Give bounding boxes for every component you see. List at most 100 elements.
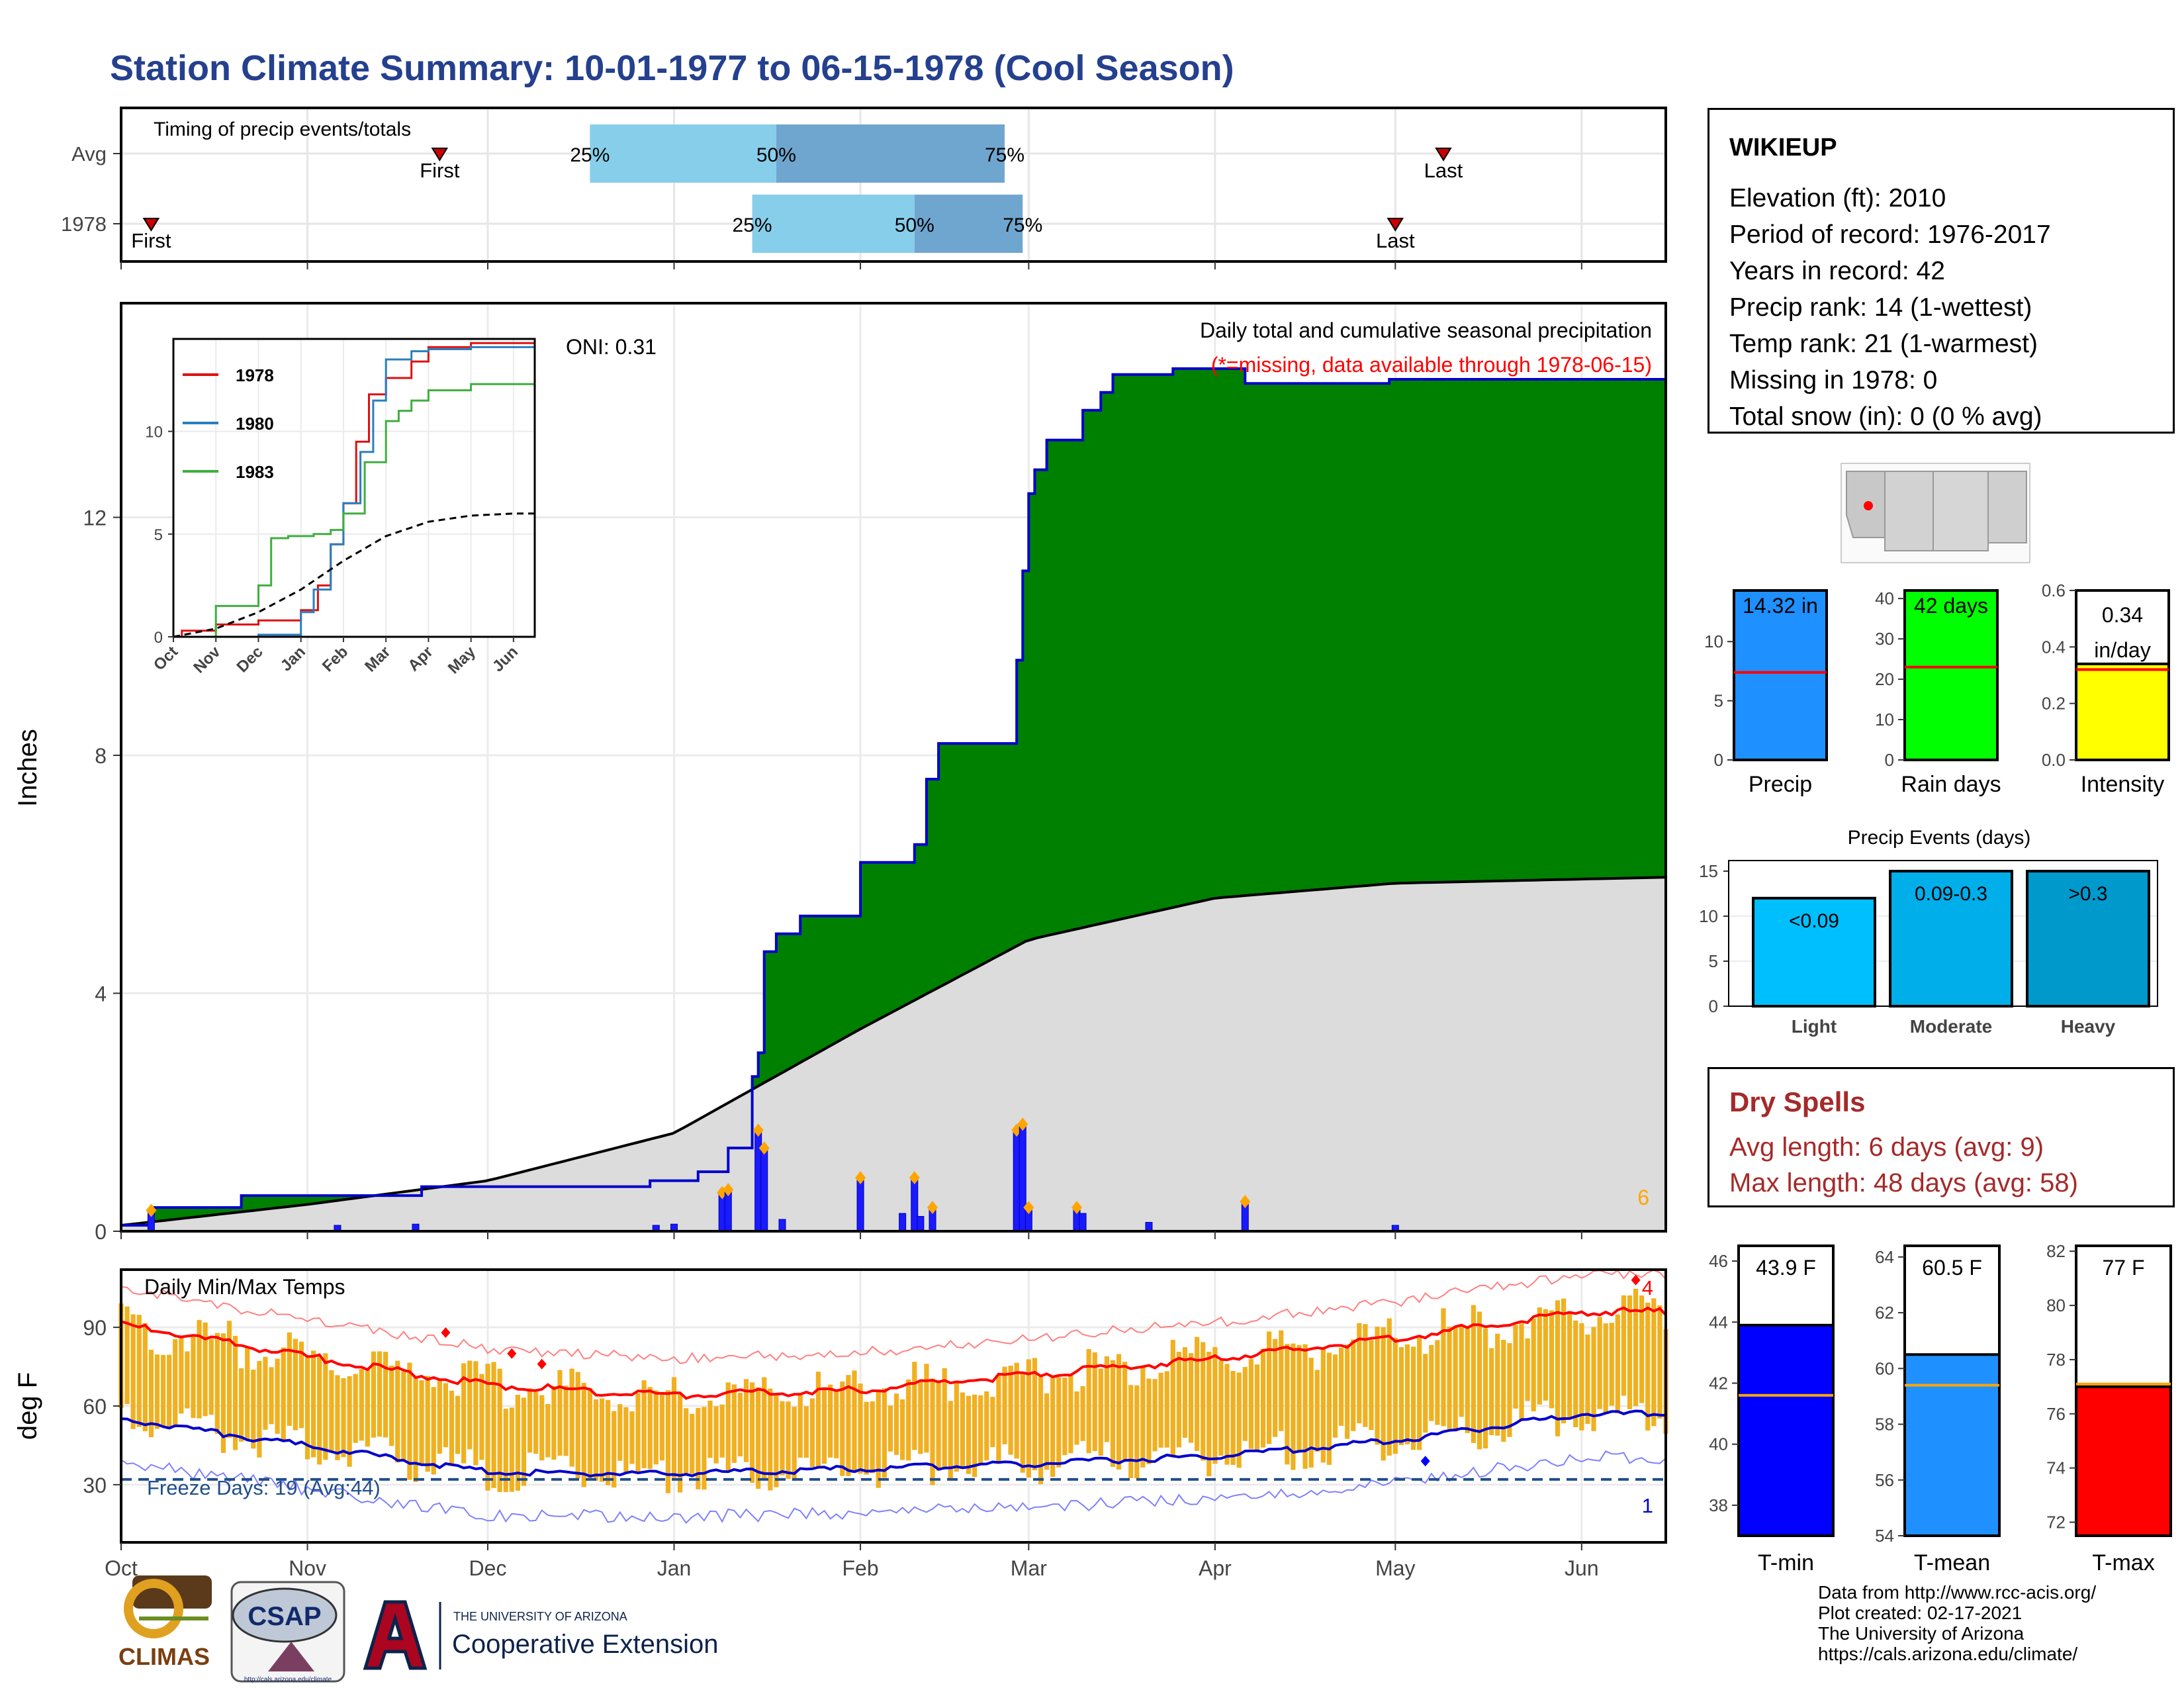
events-category-label: Light	[1792, 1016, 1837, 1037]
daily-precip-bar	[1019, 1123, 1026, 1232]
daily-precip-bar	[1145, 1222, 1153, 1232]
daily-temp-bar	[1338, 1347, 1344, 1426]
temp-bar-value	[2075, 1385, 2172, 1538]
daily-temp-bar	[497, 1368, 502, 1493]
events-y-tick-label: 0	[1709, 996, 1718, 1016]
csap-logo-cloud	[232, 1587, 338, 1643]
daily-temp-bar	[419, 1380, 424, 1464]
station-missing: Missing in 1978: 0	[1729, 366, 1938, 395]
temp-count-high: 4	[1642, 1276, 1653, 1299]
station-temp-rank: Temp rank: 21 (1-warmest)	[1729, 330, 2038, 358]
daily-temp-bar	[341, 1378, 346, 1458]
daily-temp-bar	[882, 1388, 887, 1478]
daily-temp-bar	[347, 1376, 352, 1467]
daily-temp-bar	[389, 1365, 394, 1446]
temp-bar-value	[1737, 1323, 1835, 1537]
daily-temp-bar	[1176, 1352, 1181, 1448]
events-y-tick-label: 10	[1699, 906, 1718, 926]
daily-temp-bar	[1507, 1343, 1512, 1437]
daily-temp-bar	[467, 1360, 473, 1450]
mini-bar-y-tick-label: 0.2	[2042, 694, 2066, 714]
timing-quantile-bar-upper	[914, 195, 1023, 253]
temp-bar-y-tick-label: 58	[1875, 1415, 1894, 1434]
daily-temp-bar	[876, 1389, 881, 1488]
daily-temp-bar	[966, 1395, 972, 1474]
daily-temp-bar	[148, 1349, 154, 1438]
events-bar	[1752, 896, 1876, 1008]
daily-temp-bar	[1182, 1347, 1188, 1438]
daily-precip-marker	[1240, 1195, 1251, 1209]
daily-temp-bar	[1482, 1328, 1488, 1449]
daily-temp-bar	[1555, 1300, 1561, 1436]
daily-temp-bar	[960, 1392, 966, 1468]
daily-temp-bar	[1273, 1338, 1278, 1437]
timing-first-label: First	[420, 159, 460, 182]
daily-temp-bar	[1212, 1346, 1218, 1464]
daily-temp-bar	[329, 1370, 334, 1452]
daily-temp-bar	[257, 1360, 262, 1458]
daily-temp-bar	[1639, 1295, 1645, 1403]
daily-temp-bar	[1050, 1376, 1056, 1477]
daily-temp-bar	[479, 1374, 484, 1460]
daily-temp-bar	[671, 1377, 677, 1478]
daily-temp-bar	[756, 1387, 761, 1489]
daily-temp-bar	[443, 1383, 449, 1448]
daily-temp-bar	[1651, 1298, 1657, 1427]
daily-temp-bar	[1345, 1344, 1350, 1439]
station-period: Period of record: 1976-2017	[1729, 220, 2051, 249]
temp-avg-min-line	[120, 1409, 1666, 1477]
daily-temp-bar	[1248, 1359, 1253, 1449]
daily-temp-bar	[1513, 1325, 1518, 1409]
page-title: Station Climate Summary: 10-01-1977 to 0…	[110, 48, 1234, 88]
daily-temp-bar	[707, 1400, 713, 1458]
temp-record-high-marker	[537, 1358, 547, 1370]
timing-last-marker	[1435, 148, 1452, 162]
inset-panel-bg	[173, 339, 535, 637]
timing-row-label: Avg	[71, 142, 107, 165]
daily-temp-bar	[797, 1395, 803, 1458]
daily-temp-bar	[972, 1394, 978, 1477]
daily-temp-bar	[1525, 1338, 1530, 1401]
daily-temp-bar	[1056, 1377, 1062, 1468]
timing-row-label: 1978	[61, 212, 107, 236]
mini-bar-y-tick-label: 0	[1885, 750, 1894, 770]
daily-temp-bar	[647, 1387, 653, 1469]
daily-temp-bar	[431, 1387, 436, 1475]
daily-temp-bar	[1392, 1337, 1398, 1454]
daily-temp-bar	[1645, 1302, 1651, 1431]
daily-precip-bar	[911, 1177, 919, 1232]
daily-temp-bar	[731, 1384, 737, 1463]
daily-temp-bar	[1032, 1358, 1038, 1471]
daily-temp-bar	[1404, 1344, 1410, 1444]
events-chart-title: Precip Events (days)	[1848, 827, 2031, 849]
daily-temp-bar	[191, 1336, 196, 1419]
daily-temp-bar	[1170, 1340, 1175, 1457]
daily-temp-bar	[743, 1379, 749, 1462]
mini-bar-y-tick-label: 40	[1875, 588, 1894, 608]
daily-temp-bar	[1471, 1305, 1476, 1443]
daily-temp-bar	[1092, 1352, 1097, 1452]
daily-temp-bar	[864, 1401, 869, 1475]
daily-temp-bar	[1236, 1372, 1242, 1468]
daily-temp-bar	[1381, 1327, 1386, 1461]
daily-temp-bar	[173, 1339, 178, 1426]
daily-temp-bar	[1188, 1353, 1194, 1443]
mini-bar-value-unit: in/day	[2094, 638, 2150, 662]
inset-y-tick-label: 5	[154, 526, 163, 544]
daily-temp-bar	[1543, 1309, 1548, 1401]
daily-temp-bar	[599, 1398, 605, 1482]
daily-temp-bar	[383, 1352, 388, 1438]
csap-logo-mountain	[268, 1642, 314, 1671]
daily-temp-bar	[1447, 1327, 1452, 1429]
daily-temp-bar	[1110, 1360, 1116, 1467]
temp-panel-heading: Daily Min/Max Temps	[144, 1275, 345, 1299]
temp-bar-y-tick-label: 56	[1875, 1470, 1894, 1490]
daily-temp-bar	[1230, 1370, 1236, 1465]
daily-temp-bar	[1116, 1354, 1122, 1470]
csap-logo-url: http://cals.arizona.edu/climate	[244, 1676, 332, 1683]
inset-border	[172, 338, 536, 638]
csap-logo-text: CSAP	[248, 1602, 321, 1631]
temp-count-low: 1	[1642, 1494, 1653, 1517]
daily-temp-bar	[298, 1341, 304, 1429]
